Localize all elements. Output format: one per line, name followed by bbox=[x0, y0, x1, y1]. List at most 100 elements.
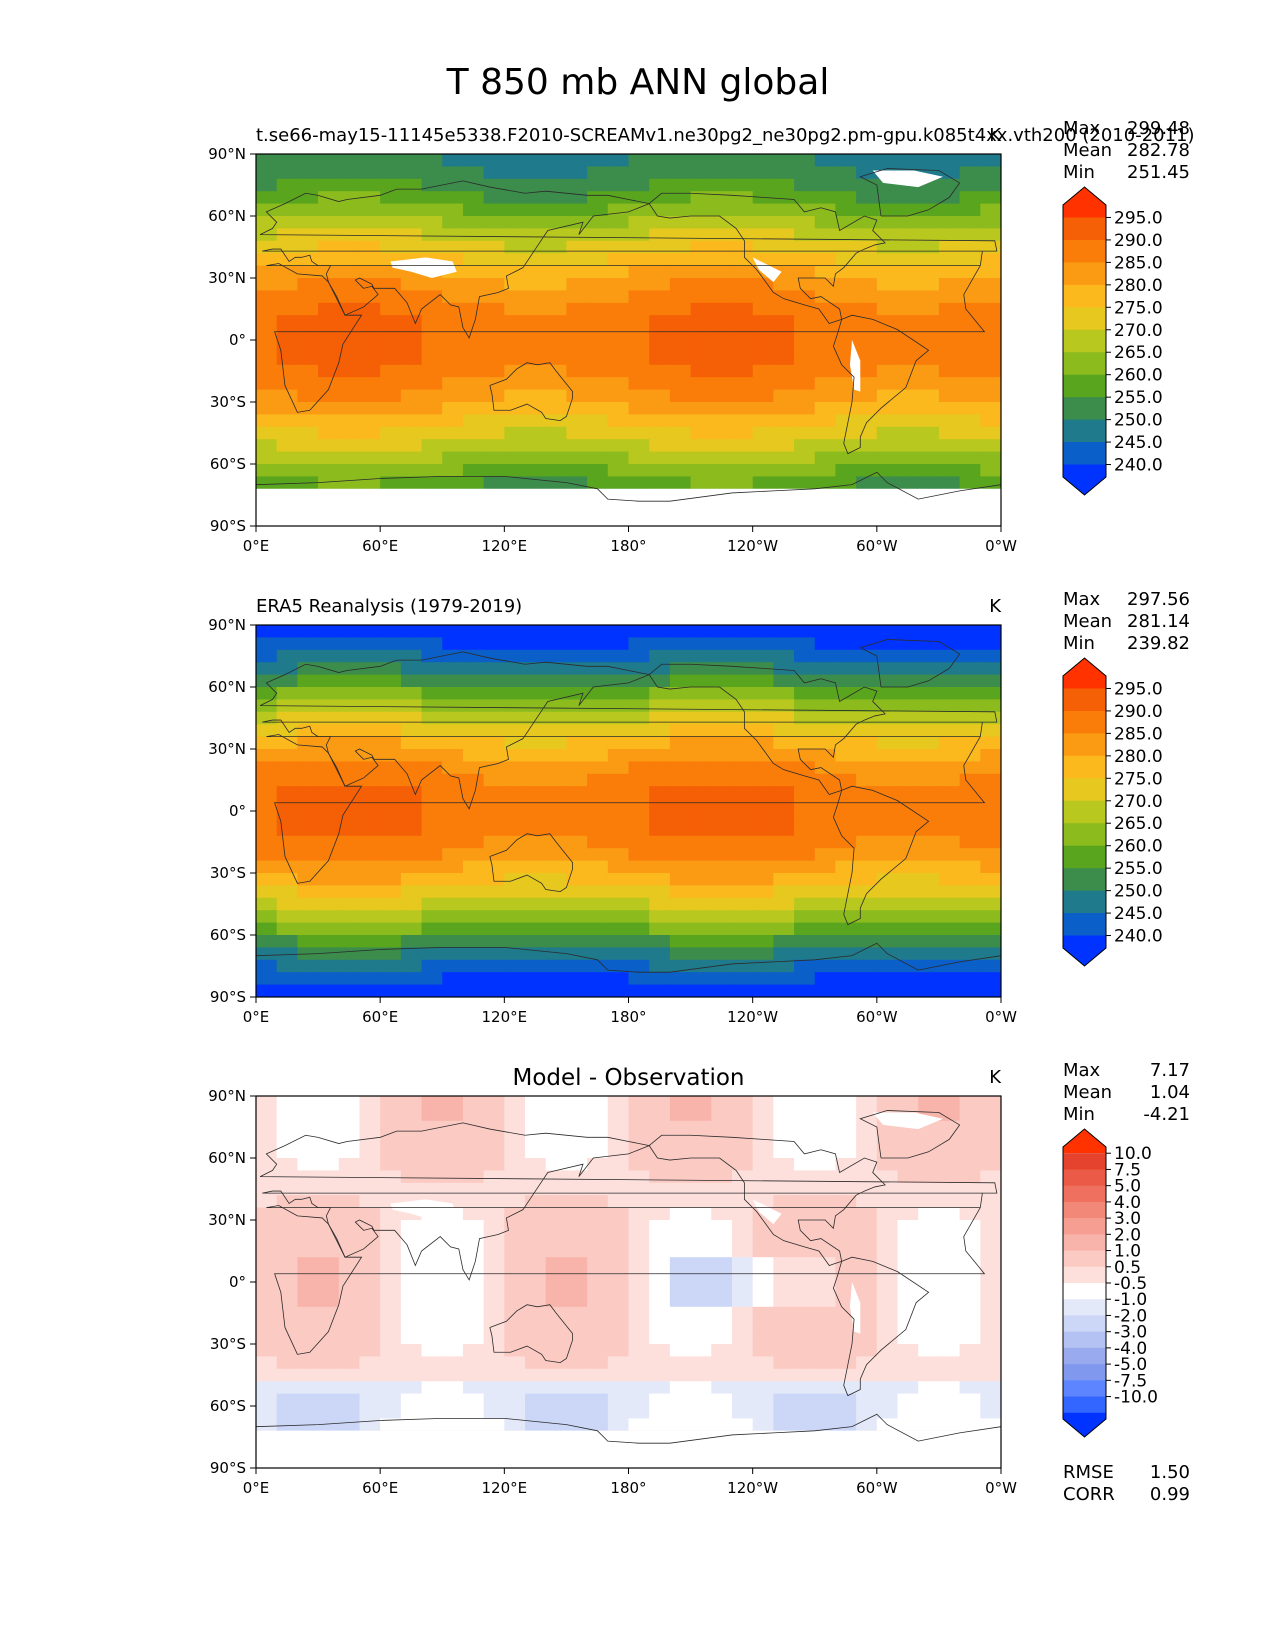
field-cell bbox=[835, 1232, 857, 1246]
field-cell bbox=[380, 625, 402, 638]
field-cell bbox=[731, 1406, 754, 1419]
field-cell bbox=[980, 464, 1001, 477]
field-cell bbox=[318, 389, 340, 403]
field-cell bbox=[814, 414, 837, 428]
field-cell bbox=[690, 1368, 712, 1382]
field-cell bbox=[256, 203, 278, 217]
field-cell bbox=[318, 178, 340, 192]
field-cell bbox=[276, 389, 298, 403]
field-cell bbox=[690, 265, 712, 279]
field-cell bbox=[359, 426, 381, 440]
field-cell bbox=[731, 278, 754, 291]
field-cell bbox=[400, 1120, 423, 1134]
field-cell bbox=[587, 426, 609, 440]
field-cell bbox=[649, 240, 671, 254]
field-cell bbox=[545, 687, 568, 700]
field-cell bbox=[959, 823, 981, 837]
field-cell bbox=[504, 216, 526, 229]
field-cell bbox=[897, 699, 919, 713]
field-cell bbox=[814, 811, 837, 824]
field-cell bbox=[545, 649, 568, 663]
field-cell bbox=[711, 154, 733, 167]
field-cell bbox=[773, 1294, 795, 1308]
field-cell bbox=[504, 377, 526, 391]
field-cell bbox=[814, 1096, 837, 1109]
field-cell bbox=[587, 1306, 609, 1320]
field-cell bbox=[545, 1232, 568, 1246]
field-cell bbox=[607, 290, 630, 304]
field-cell bbox=[773, 327, 795, 341]
field-cell bbox=[690, 1195, 712, 1209]
field-cell bbox=[669, 1207, 692, 1221]
field-cell bbox=[918, 327, 940, 341]
field-cell bbox=[607, 823, 630, 837]
stat-value: 7.17 bbox=[1150, 1060, 1190, 1081]
field-cell bbox=[442, 935, 464, 948]
field-cell bbox=[297, 922, 319, 936]
field-cell bbox=[400, 637, 423, 651]
field-cell bbox=[628, 1108, 650, 1122]
field-cell bbox=[814, 1232, 837, 1246]
field-cell bbox=[483, 773, 505, 787]
field-cell bbox=[276, 178, 298, 192]
field-cell bbox=[318, 848, 340, 862]
field-cell bbox=[504, 1319, 526, 1333]
field-cell bbox=[897, 773, 919, 787]
field-cell bbox=[338, 897, 361, 911]
field-cell bbox=[773, 1381, 795, 1395]
field-cell bbox=[421, 178, 443, 192]
field-cell bbox=[256, 315, 278, 329]
field-cell bbox=[359, 1306, 381, 1320]
colorbar-tick-label: 295.0 bbox=[1114, 679, 1163, 699]
field-cell bbox=[525, 786, 547, 800]
field-cell bbox=[980, 811, 1001, 824]
field-cell bbox=[545, 228, 568, 242]
field-cell bbox=[442, 290, 464, 304]
field-cell bbox=[835, 1145, 857, 1159]
field-cell bbox=[483, 935, 505, 948]
field-cell bbox=[380, 1170, 402, 1184]
field-cell bbox=[256, 352, 278, 366]
stat-label: Min bbox=[1063, 162, 1095, 183]
field-cell bbox=[483, 1257, 505, 1271]
field-cell bbox=[649, 1096, 671, 1109]
field-cell bbox=[669, 724, 692, 738]
field-cell bbox=[856, 1418, 878, 1432]
field-cell bbox=[959, 1108, 981, 1122]
field-cell bbox=[938, 1182, 961, 1196]
field-cell bbox=[545, 873, 568, 886]
field-cell bbox=[587, 178, 609, 192]
field-cell bbox=[731, 439, 754, 453]
field-cell bbox=[442, 154, 464, 167]
field-cell bbox=[483, 1331, 505, 1345]
field-cell bbox=[669, 203, 692, 217]
field-cell bbox=[400, 389, 423, 403]
field-cell bbox=[649, 402, 671, 415]
field-cell bbox=[276, 464, 298, 477]
field-cell bbox=[483, 154, 505, 167]
field-cell bbox=[587, 352, 609, 366]
field-cell bbox=[731, 1393, 754, 1407]
field-cell bbox=[731, 637, 754, 651]
field-cell bbox=[256, 637, 278, 651]
field-cell bbox=[794, 649, 816, 663]
field-cell bbox=[442, 414, 464, 428]
field-cell bbox=[566, 1108, 588, 1122]
field-cell bbox=[504, 426, 526, 440]
field-cell bbox=[959, 1158, 981, 1171]
field-cell bbox=[318, 897, 340, 911]
field-cell bbox=[442, 959, 464, 973]
field-cell bbox=[359, 811, 381, 824]
field-cell bbox=[649, 773, 671, 787]
field-cell bbox=[276, 984, 298, 997]
field-cell bbox=[690, 240, 712, 254]
x-tick-label: 0°E bbox=[243, 1479, 270, 1497]
field-cell bbox=[669, 885, 692, 899]
field-cell bbox=[297, 773, 319, 787]
field-cell bbox=[566, 1220, 588, 1233]
field-cell bbox=[359, 302, 381, 316]
field-cell bbox=[483, 947, 505, 961]
field-cell bbox=[711, 1294, 733, 1308]
field-cell bbox=[731, 811, 754, 824]
colorbar-tick-label: 260.0 bbox=[1114, 837, 1163, 857]
